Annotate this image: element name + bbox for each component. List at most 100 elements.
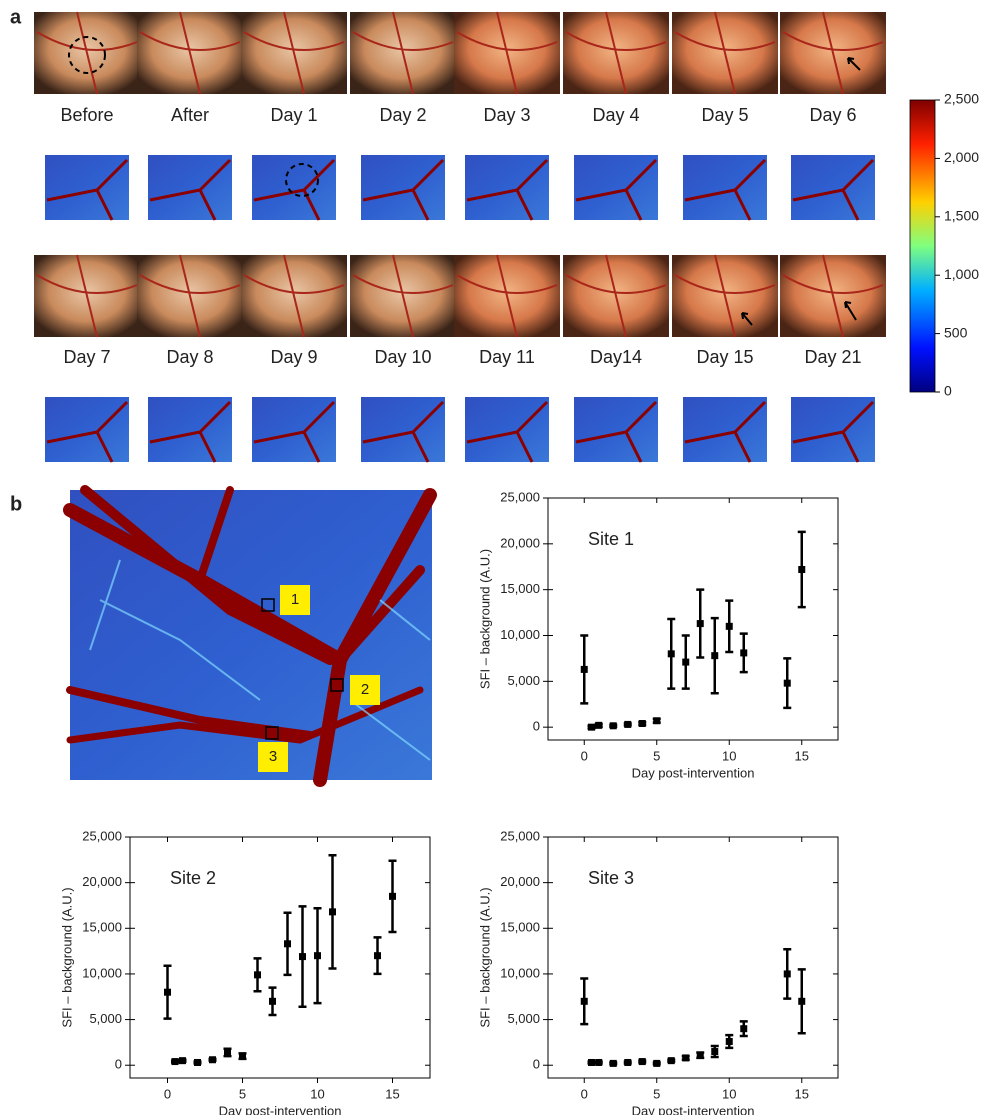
- colorbar-tick-label: 0: [944, 383, 952, 399]
- chart-title: Site 1: [588, 529, 634, 549]
- data-point: [284, 940, 291, 947]
- data-point: [624, 1059, 631, 1066]
- data-point: [239, 1053, 246, 1060]
- colorbar-tick-label: 2,500: [944, 91, 979, 107]
- x-tick-label: 10: [722, 748, 736, 763]
- data-point: [314, 952, 321, 959]
- data-point: [682, 659, 689, 666]
- panel-label: b: [10, 493, 22, 515]
- x-tick-label: 10: [722, 1086, 736, 1101]
- data-point: [697, 1052, 704, 1059]
- x-axis-label: Day post-intervention: [219, 1103, 342, 1115]
- site-label: 3: [269, 748, 277, 765]
- y-tick-label: 5,000: [89, 1011, 122, 1026]
- day-label: Day 7: [63, 347, 110, 367]
- data-point: [697, 620, 704, 627]
- heatmap: [465, 155, 549, 220]
- day-label: Before: [60, 105, 113, 125]
- site-label: 2: [361, 681, 369, 698]
- data-point: [653, 1060, 660, 1067]
- data-point: [798, 998, 805, 1005]
- data-point: [711, 652, 718, 659]
- x-axis-label: Day post-intervention: [632, 1103, 755, 1115]
- data-point: [194, 1059, 201, 1066]
- data-point: [209, 1056, 216, 1063]
- data-point: [164, 989, 171, 996]
- x-tick-label: 15: [795, 1086, 809, 1101]
- data-point: [711, 1048, 718, 1055]
- chart-title: Site 2: [170, 868, 216, 888]
- data-point: [374, 952, 381, 959]
- large-heatmap: [70, 490, 432, 780]
- x-tick-label: 0: [581, 1086, 588, 1101]
- data-point: [682, 1054, 689, 1061]
- heatmap: [148, 155, 232, 220]
- heatmap: [574, 397, 658, 462]
- day-label: Day 10: [374, 347, 431, 367]
- data-point: [254, 971, 261, 978]
- heatmap: [465, 397, 549, 462]
- day-label: Day 15: [696, 347, 753, 367]
- x-tick-label: 5: [653, 1086, 660, 1101]
- heatmap: [361, 155, 445, 220]
- data-point: [595, 1059, 602, 1066]
- day-label: Day 5: [701, 105, 748, 125]
- heatmap: [791, 397, 875, 462]
- heatmap: [45, 155, 129, 220]
- y-axis-label: SFI – background (A.U.): [477, 549, 492, 689]
- day-label: Day 2: [379, 105, 426, 125]
- data-point: [740, 1025, 747, 1032]
- y-tick-label: 20,000: [82, 874, 122, 889]
- data-point: [588, 724, 595, 731]
- data-point: [179, 1057, 186, 1064]
- heatmap: [574, 155, 658, 220]
- colorbar-tick-label: 1,500: [944, 208, 979, 224]
- day-label: After: [171, 105, 209, 125]
- x-tick-label: 5: [239, 1086, 246, 1101]
- heatmap: [252, 397, 336, 462]
- y-tick-label: 25,000: [500, 828, 540, 843]
- data-point: [639, 1058, 646, 1065]
- y-tick-label: 0: [115, 1057, 122, 1072]
- heatmap: [252, 155, 336, 220]
- data-point: [610, 722, 617, 729]
- data-point: [329, 908, 336, 915]
- site-label: 1: [291, 591, 299, 608]
- x-tick-label: 15: [385, 1086, 399, 1101]
- heatmap: [45, 397, 129, 462]
- x-tick-label: 0: [581, 748, 588, 763]
- y-tick-label: 0: [533, 719, 540, 734]
- x-tick-label: 5: [653, 748, 660, 763]
- data-point: [581, 998, 588, 1005]
- data-point: [784, 680, 791, 687]
- heatmap: [361, 397, 445, 462]
- heatmap: [148, 397, 232, 462]
- day-label: Day 11: [479, 347, 535, 367]
- data-point: [726, 623, 733, 630]
- y-axis-label: SFI – background (A.U.): [59, 887, 74, 1027]
- day-label: Day 21: [804, 347, 861, 367]
- data-point: [784, 970, 791, 977]
- day-label: Day 1: [270, 105, 317, 125]
- x-axis-label: Day post-intervention: [632, 765, 755, 780]
- y-tick-label: 5,000: [507, 673, 540, 688]
- y-tick-label: 25,000: [500, 489, 540, 504]
- y-tick-label: 20,000: [500, 874, 540, 889]
- data-point: [798, 566, 805, 573]
- day-label: Day 3: [483, 105, 530, 125]
- heatmap: [683, 155, 767, 220]
- y-tick-label: 15,000: [500, 581, 540, 596]
- data-point: [588, 1059, 595, 1066]
- colorbar-tick-label: 1,000: [944, 266, 979, 282]
- colorbar: [910, 100, 935, 392]
- y-tick-label: 10,000: [500, 965, 540, 980]
- y-tick-label: 0: [533, 1057, 540, 1072]
- data-point: [624, 721, 631, 728]
- panel-label: a: [10, 6, 22, 28]
- day-label: Day 8: [166, 347, 213, 367]
- day-label: Day14: [590, 347, 642, 367]
- data-point: [595, 722, 602, 729]
- heatmap: [791, 155, 875, 220]
- data-point: [389, 893, 396, 900]
